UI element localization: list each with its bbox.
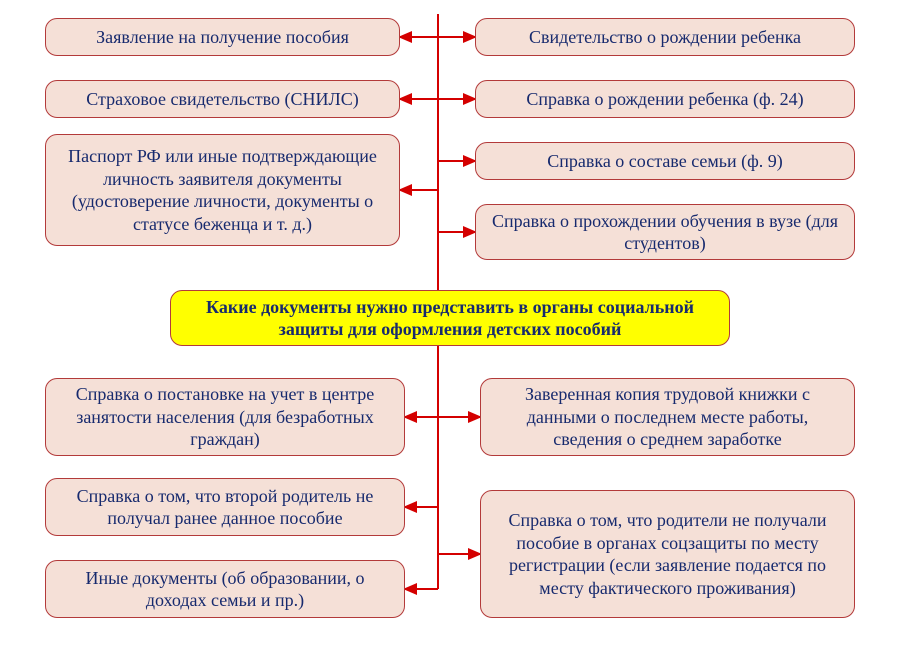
document-box-r4: Справка о прохождении обучения в вузе (д…	[475, 204, 855, 260]
document-box-l1: Заявление на получение пособия	[45, 18, 400, 56]
document-box-bl2: Справка о том, что второй родитель не по…	[45, 478, 405, 536]
box-text: Страховое свидетельство (СНИЛС)	[86, 88, 359, 111]
document-box-bl3: Иные документы (об образовании, о дохода…	[45, 560, 405, 618]
box-text: Иные документы (об образовании, о дохода…	[56, 567, 394, 612]
box-text: Паспорт РФ или иные подтверждающие лично…	[56, 145, 389, 235]
box-text: Справка о составе семьи (ф. 9)	[547, 150, 783, 173]
box-text: Справка о том, что родители не получали …	[491, 509, 844, 599]
document-box-l2: Страховое свидетельство (СНИЛС)	[45, 80, 400, 118]
box-text: Справка о том, что второй родитель не по…	[56, 485, 394, 530]
center-title-box: Какие документы нужно представить в орга…	[170, 290, 730, 346]
document-box-r2: Справка о рождении ребенка (ф. 24)	[475, 80, 855, 118]
document-box-r1: Свидетельство о рождении ребенка	[475, 18, 855, 56]
box-text: Справка о постановке на учет в центре за…	[56, 383, 394, 451]
box-text: Заявление на получение пособия	[96, 26, 349, 49]
document-box-br2: Справка о том, что родители не получали …	[480, 490, 855, 618]
box-text: Заверенная копия трудовой книжки с данны…	[491, 383, 844, 451]
document-box-r3: Справка о составе семьи (ф. 9)	[475, 142, 855, 180]
document-box-l3: Паспорт РФ или иные подтверждающие лично…	[45, 134, 400, 246]
box-text: Справка о рождении ребенка (ф. 24)	[526, 88, 803, 111]
box-text: Какие документы нужно представить в орга…	[181, 296, 719, 341]
document-box-br1: Заверенная копия трудовой книжки с данны…	[480, 378, 855, 456]
box-text: Свидетельство о рождении ребенка	[529, 26, 801, 49]
box-text: Справка о прохождении обучения в вузе (д…	[486, 210, 844, 255]
document-box-bl1: Справка о постановке на учет в центре за…	[45, 378, 405, 456]
